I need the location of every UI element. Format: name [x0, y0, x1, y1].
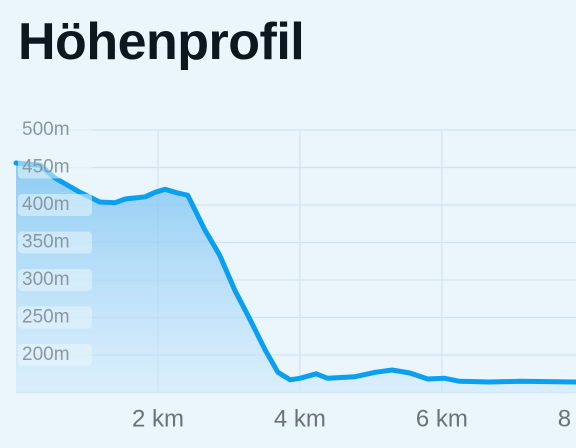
y-tick-label-bg — [18, 344, 92, 366]
chart-title: Höhenprofil — [18, 13, 305, 71]
y-tick-label: 350m — [22, 232, 70, 253]
area — [16, 163, 576, 393]
y-tick-label-bg — [18, 119, 92, 141]
y-tick-label-bg — [18, 306, 92, 329]
line — [13, 160, 576, 385]
y-tick-label: 200m — [22, 344, 70, 365]
x-tick-label: 4 km — [274, 405, 326, 432]
y-tick-label: 500m — [22, 119, 70, 140]
x-tick-label: 6 km — [416, 405, 468, 432]
y-tick-label: 400m — [22, 194, 70, 215]
y-tick-label-bg — [18, 269, 92, 291]
y-tick-label-bg — [18, 231, 92, 254]
y-tick-label-bg — [18, 156, 92, 179]
x-tick-label: 8 km — [558, 405, 576, 432]
y-tick-label: 300m — [22, 269, 70, 290]
x-tick-label: 2 km — [132, 405, 184, 432]
y-tick-label-bg — [18, 194, 92, 216]
y-tick-label: 250m — [22, 307, 70, 328]
y-tick-label: 450m — [22, 157, 70, 178]
